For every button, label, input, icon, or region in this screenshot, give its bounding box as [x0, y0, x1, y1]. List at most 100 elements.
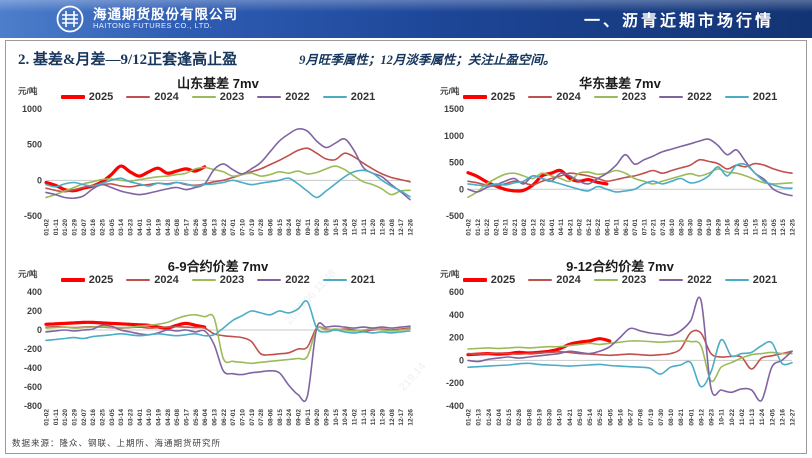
legend-label: 2022 — [285, 274, 310, 286]
charts-grid: 元/吨 山东基差 7mv 2025 2024 2023 2022 2021 1000 50… — [6, 69, 806, 442]
series-line-2023 — [467, 168, 793, 199]
legend-swatch-2025 — [60, 95, 85, 99]
x-tick-label: 01-22 — [484, 219, 491, 236]
legend-item-2024: 2024 — [528, 91, 581, 103]
x-tick-label: 09-01 — [688, 409, 695, 426]
legend-item-2025: 2025 — [60, 91, 113, 103]
legend-label: 2022 — [687, 274, 712, 286]
x-tick-label: 12-27 — [790, 409, 797, 426]
y-tick-label: 200 — [27, 306, 42, 316]
x-tick-label: 02-15 — [506, 409, 513, 426]
chart-card-huadong-basis: 元/吨 华东基差 7mv 2025 2024 2023 2022 2021 1500 10… — [434, 73, 806, 252]
legend-label: 2021 — [350, 91, 376, 103]
x-tick-label: 01-02 — [44, 409, 51, 426]
y-tick-label: -800 — [24, 401, 42, 411]
x-tick-label: 09-23 — [709, 409, 716, 426]
company-logo-block: 海通期货股份有限公司 HAITONG FUTURES CO., LTD. — [55, 4, 238, 34]
x-tick-label: 01-13 — [476, 409, 483, 426]
x-tick-label: 09-29 — [715, 219, 722, 236]
y-tick-label: -500 — [24, 211, 42, 221]
legend-swatch-2023 — [593, 279, 618, 281]
x-tick-label: 11-29 — [380, 219, 387, 236]
x-tick-label: 01-02 — [44, 219, 51, 236]
series-line-2021 — [45, 169, 411, 199]
legend-label: 2021 — [752, 91, 778, 103]
x-tick-label: 07-01 — [230, 409, 237, 426]
x-tick-label: 07-08 — [638, 409, 645, 426]
x-tick-label: 03-14 — [118, 409, 125, 426]
x-tick-label: 06-01 — [604, 219, 611, 236]
y-tick-label: 1000 — [444, 131, 464, 141]
chart-card-6-9-spread: 元/吨 6-9合约价差 7mv 2025 2024 2023 2022 2021 400… — [12, 256, 424, 442]
legend-label: 2022 — [285, 91, 310, 103]
x-tick-label: 04-01 — [137, 219, 144, 236]
x-tick-label: 06-16 — [617, 409, 624, 426]
series-line-2023 — [467, 340, 793, 383]
legend-swatch-2024 — [126, 96, 151, 98]
x-tick-label: 10-22 — [729, 409, 736, 426]
legend-swatch-2022 — [257, 279, 282, 281]
x-tick-label: 08-30 — [688, 219, 695, 236]
x-tick-label: 05-17 — [184, 219, 191, 236]
legend-item-2024: 2024 — [126, 274, 179, 286]
y-tick-label: 0 — [37, 175, 42, 185]
x-tick-label: 06-21 — [623, 219, 630, 236]
x-tick-label: 03-19 — [536, 409, 543, 426]
y-tick-label: -600 — [24, 382, 42, 392]
x-tick-label: 11-15 — [752, 219, 759, 236]
x-tick-label: 05-03 — [577, 409, 584, 426]
x-tick-label: 10-24 — [342, 409, 349, 426]
series-line-2022 — [467, 296, 793, 402]
series-line-2021 — [467, 162, 793, 193]
x-tick-label: 09-11 — [305, 219, 312, 236]
x-tick-label: 02-25 — [100, 409, 107, 426]
y-axis-unit: 元/吨 — [440, 269, 460, 279]
x-tick-label: 12-26 — [408, 409, 415, 426]
chart-legend: 2025 2024 2023 2022 2021 — [434, 90, 806, 104]
x-tick-label: 09-09 — [697, 219, 704, 236]
x-tick-label: 04-21 — [567, 409, 574, 426]
x-tick-label: 06-13 — [212, 219, 219, 236]
legend-swatch-2021 — [322, 279, 347, 281]
legend-swatch-2025 — [462, 95, 487, 99]
series-line-2022 — [467, 138, 793, 197]
y-tick-label: 1500 — [444, 104, 464, 114]
x-tick-label: 06-04 — [202, 219, 209, 236]
x-tick-label: 01-29 — [72, 219, 79, 236]
x-tick-label: 04-01 — [137, 409, 144, 426]
legend-swatch-2025 — [462, 278, 487, 282]
chart-card-9-12-spread: 元/吨 9-12合约价差 7mv 2025 2024 2023 2022 2021 60… — [434, 256, 806, 442]
legend-label: 2022 — [687, 91, 712, 103]
x-tick-label: 12-08 — [389, 409, 396, 426]
x-tick-label: 06-22 — [221, 409, 228, 426]
x-tick-label: 05-02 — [577, 219, 584, 236]
series-line-2021 — [45, 300, 411, 342]
x-tick-label: 11-02 — [739, 409, 746, 426]
y-tick-label: -400 — [446, 401, 464, 411]
x-tick-label: 01-12 — [475, 219, 482, 236]
legend-item-2025: 2025 — [60, 274, 113, 286]
y-tick-label: 200 — [449, 333, 464, 343]
x-tick-label: 07-28 — [258, 409, 265, 426]
x-tick-label: 04-21 — [567, 219, 574, 236]
x-tick-label: 08-21 — [678, 409, 685, 426]
x-tick-label: 04-19 — [156, 409, 163, 426]
x-tick-label: 10-15 — [333, 219, 340, 236]
x-tick-label: 08-10 — [668, 409, 675, 426]
x-tick-label: 01-02 — [466, 219, 473, 236]
x-tick-label: 09-19 — [706, 219, 713, 236]
legend-item-2021: 2021 — [724, 91, 778, 103]
x-tick-label: 08-15 — [277, 409, 284, 426]
legend-swatch-2025 — [60, 278, 85, 282]
x-tick-label: 09-20 — [314, 409, 321, 426]
x-tick-label: 03-22 — [540, 219, 547, 236]
x-tick-label: 02-21 — [512, 219, 519, 236]
x-tick-label: 05-17 — [184, 409, 191, 426]
x-tick-label: 07-01 — [632, 219, 639, 236]
page-subtitle: 9月旺季属性；12月淡季属性；关注止盈空间。 — [299, 53, 556, 67]
x-tick-label: 11-20 — [370, 219, 377, 236]
x-tick-label: 01-20 — [62, 219, 69, 236]
x-tick-label: 12-26 — [408, 219, 415, 236]
